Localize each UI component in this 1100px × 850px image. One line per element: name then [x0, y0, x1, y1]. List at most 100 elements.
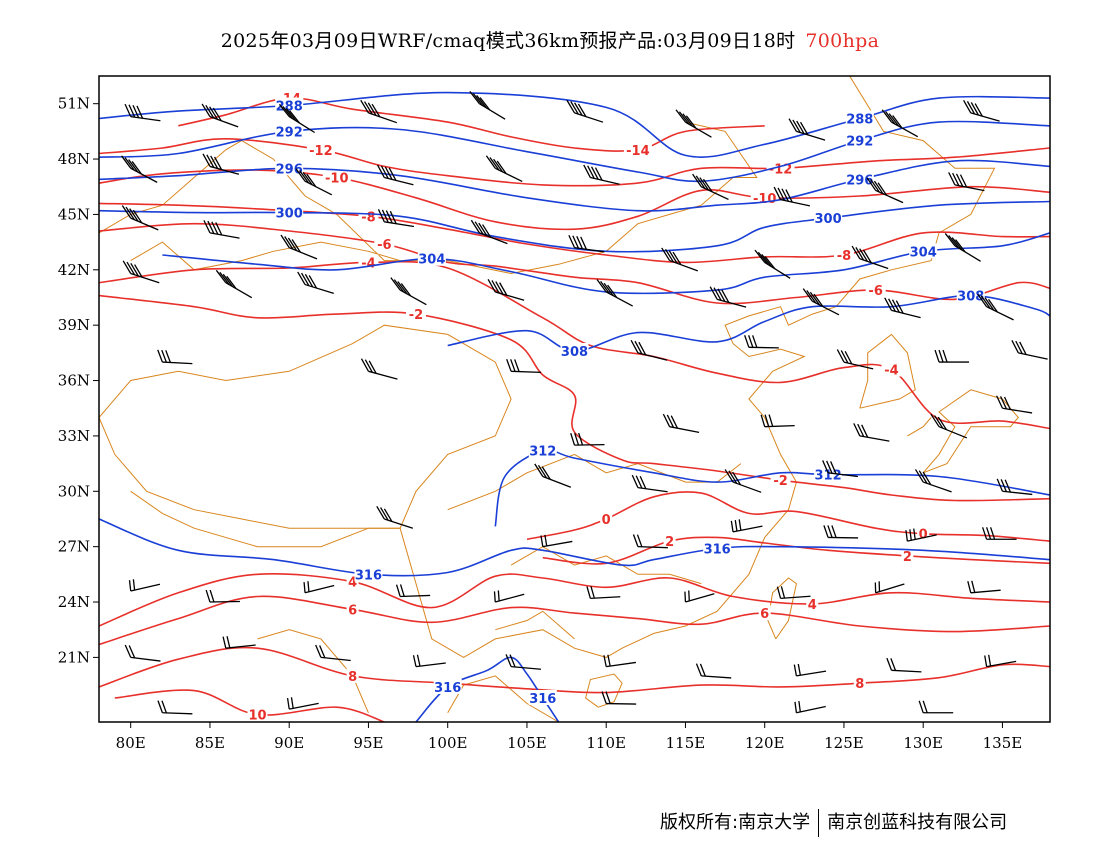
height-contour-label-bg [814, 210, 843, 226]
lat-tick-label: 39N [58, 316, 90, 334]
temperature-contour-label: -4 [884, 363, 898, 378]
temperature-contour-label-bg [881, 361, 902, 377]
temperature-contour-line [99, 260, 1050, 430]
temperature-contour-label: -4 [361, 256, 375, 271]
wind-barb [853, 423, 890, 442]
wind-barb [822, 460, 858, 478]
temperature-contour-label: 4 [348, 576, 357, 591]
height-contour-label: 296 [846, 173, 873, 188]
height-contour-label-bg [845, 132, 874, 148]
wind-barb [886, 657, 922, 673]
height-contour-label-bg [560, 343, 589, 359]
lon-tick-label: 85E [195, 734, 225, 752]
wind-barb [121, 205, 159, 231]
temperature-contour-label: 8 [855, 677, 864, 692]
height-contour-line [99, 91, 1050, 158]
temperature-contour-label: 6 [760, 607, 769, 622]
wind-barbs [121, 90, 1048, 715]
wind-barb [157, 349, 193, 365]
height-contour-line [447, 294, 1050, 352]
temperature-contour-label: 4 [808, 598, 817, 613]
lon-tick-label: 90E [274, 734, 304, 752]
height-contour-label-bg [275, 123, 304, 139]
wind-barb [128, 579, 161, 592]
height-contour-line [99, 518, 1050, 577]
temperature-contour-label: -8 [837, 249, 851, 264]
wind-barb [981, 527, 1017, 540]
wind-barb [202, 153, 240, 175]
border-line [510, 546, 702, 585]
temperature-contour-line [99, 595, 1050, 646]
wind-barb [469, 90, 506, 120]
wind-barb [944, 233, 981, 262]
wind-barb [596, 279, 633, 307]
border-line [99, 140, 242, 234]
wind-barb [632, 534, 668, 549]
border-line [859, 333, 916, 409]
wind-barb [866, 177, 904, 204]
temperature-contour-label-bg [806, 595, 819, 611]
temperature-contour-label: -2 [409, 308, 423, 323]
wind-barb [996, 395, 1033, 414]
wind-barb [977, 293, 1014, 321]
temperature-contour-label-bg [374, 235, 395, 251]
temperature-contour-label-bg [306, 141, 335, 157]
temperature-contour-label-bg [770, 472, 791, 488]
wind-barb [603, 654, 636, 668]
wind-barb [881, 109, 919, 138]
temperature-contour-label-bg [322, 169, 351, 185]
border-line [399, 76, 996, 658]
lat-tick-label: 27N [58, 538, 90, 556]
lat-tick-label: 45N [58, 205, 90, 223]
height-contour-label: 308 [561, 345, 588, 360]
wind-barb [570, 432, 605, 446]
wind-barb [412, 654, 446, 668]
temperature-contour-label-bg [247, 706, 268, 722]
height-contour-label: 288 [846, 112, 873, 127]
wind-barb [661, 247, 699, 272]
wind-barb [124, 103, 161, 122]
border-line [99, 324, 512, 529]
wind-barb [684, 590, 715, 603]
temperature-contour-line [99, 202, 1050, 264]
height-contour-label: 312 [815, 469, 842, 484]
wind-barb [802, 288, 840, 316]
wind-barb [675, 109, 712, 138]
wind-barb [377, 209, 415, 228]
height-contour-label-bg [433, 678, 462, 694]
border-line [130, 241, 401, 271]
height-contour-label-bg [909, 243, 938, 259]
lon-tick-label: 135E [983, 734, 1023, 752]
temperature-contour-line [99, 137, 1050, 187]
temperature-contour-label-bg [853, 675, 866, 691]
border-line [447, 675, 559, 722]
wind-barb [788, 118, 826, 141]
border-line [241, 121, 758, 275]
temperature-contour-label: -2 [773, 474, 787, 489]
height-contour-label-bg [417, 250, 446, 266]
footer-divider [818, 809, 820, 837]
wind-barb [884, 297, 921, 319]
temperature-contour-line [526, 491, 1050, 542]
temperature-contour-label: 8 [348, 670, 357, 685]
temperature-contour-line [99, 294, 1050, 502]
wind-barb [914, 469, 952, 493]
lon-tick-label: 125E [824, 734, 864, 752]
height-contour-label-bg [528, 690, 557, 706]
temperature-contour-label: -8 [361, 210, 375, 225]
height-contour-label: 292 [846, 135, 873, 150]
wind-barb [470, 219, 508, 245]
height-contour-label: 316 [434, 681, 461, 696]
wind-barb [121, 155, 158, 183]
temperature-contour-label: -12 [769, 162, 793, 177]
wind-barb [286, 697, 319, 710]
border-line [585, 673, 623, 708]
lon-tick-label: 100E [428, 734, 468, 752]
wind-barb [760, 414, 795, 428]
height-contour-label-bg [845, 110, 874, 126]
temperature-contour-line [99, 573, 1050, 627]
wind-barb [874, 581, 905, 594]
wind-barb [662, 413, 700, 434]
map-frame [98, 75, 1051, 723]
wind-barb [534, 463, 572, 488]
